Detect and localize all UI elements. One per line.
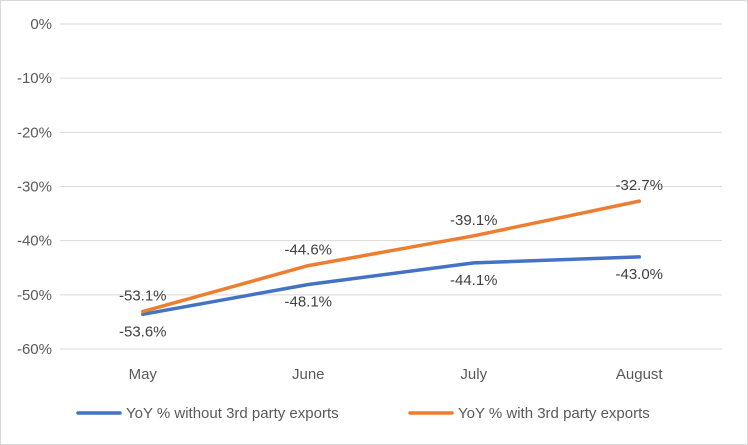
data-label: -53.1% — [119, 288, 167, 305]
x-tick-label: July — [460, 366, 487, 383]
series-line-2 — [141, 199, 642, 314]
data-label: -39.1% — [450, 212, 498, 229]
x-tick-label: August — [616, 366, 664, 383]
series-lines — [141, 199, 642, 317]
axes: 0% -10% -20% -30% -40% -50% -60% May June July Aug… — [17, 16, 663, 383]
gridlines — [60, 23, 722, 350]
legend-item: YoY % with 3rd party exports — [408, 405, 650, 422]
y-tick-label: -40% — [17, 233, 52, 250]
legend: YoY % without 3rd party exports YoY % wit… — [76, 405, 650, 422]
series-line-1 — [141, 255, 642, 317]
y-tick-label: -10% — [17, 70, 52, 87]
data-label: -32.7% — [615, 177, 663, 194]
x-tick-label: June — [292, 366, 325, 383]
y-tick-label: -60% — [17, 341, 52, 358]
y-tick-label: -50% — [17, 287, 52, 304]
y-tick-label: 0% — [30, 16, 52, 33]
data-label: -48.1% — [284, 294, 332, 311]
data-labels: -53.6% -48.1% -44.1% -43.0% -53.1% -44.6% -39.… — [119, 177, 663, 340]
data-label: -44.1% — [450, 272, 498, 289]
legend-label: YoY % with 3rd party exports — [458, 405, 650, 422]
x-tick-label: May — [129, 366, 158, 383]
y-tick-label: -30% — [17, 179, 52, 196]
legend-item: YoY % without 3rd party exports — [76, 405, 339, 422]
data-label: -44.6% — [284, 242, 332, 259]
data-label: -53.6% — [119, 323, 167, 340]
data-label: -43.0% — [615, 266, 663, 283]
y-tick-label: -20% — [17, 124, 52, 141]
legend-label: YoY % without 3rd party exports — [126, 405, 339, 422]
